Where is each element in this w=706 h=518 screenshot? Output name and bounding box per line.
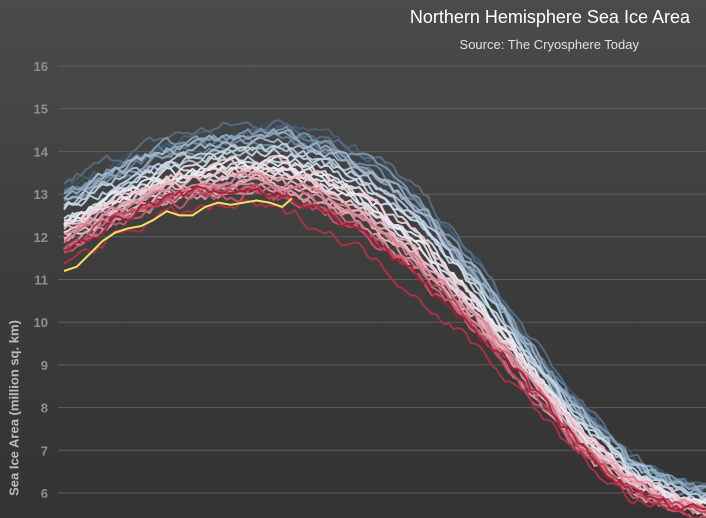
series-line-28 [63, 182, 706, 515]
y-tick-label-14: 14 [34, 144, 49, 159]
y-tick-label-9: 9 [41, 358, 48, 373]
y-tick-label-11: 11 [34, 273, 48, 288]
series-line-33 [63, 199, 700, 518]
series-line-24 [63, 168, 706, 516]
y-tick-label-15: 15 [34, 102, 48, 117]
current-year-line [63, 197, 293, 272]
y-tick-label-6: 6 [41, 486, 48, 501]
y-tick-label-12: 12 [34, 230, 48, 245]
series-line-18 [63, 154, 706, 505]
y-tick-label-8: 8 [41, 401, 48, 416]
series-line-25 [63, 170, 706, 513]
series-line-4 [63, 119, 706, 488]
y-tick-label-10: 10 [34, 315, 48, 330]
historical-series [63, 119, 706, 518]
series-line-22 [63, 154, 706, 512]
y-axis-label: Sea Ice Area (million sq. km) [6, 320, 22, 496]
chart-subtitle: Source: The Cryosphere Today [459, 37, 639, 52]
series-line-14 [63, 154, 706, 508]
series-line-3 [63, 122, 706, 486]
series-line-34 [63, 184, 706, 511]
y-tick-label-7: 7 [41, 443, 48, 458]
y-tick-labels: 6 7 8 9 10 11 12 13 14 15 16 [34, 59, 49, 501]
gridlines [58, 65, 706, 494]
y-tick-label-13: 13 [34, 187, 48, 202]
y-tick-label-16: 16 [34, 59, 48, 74]
series-line-32 [63, 183, 706, 514]
chart-title: Northern Hemisphere Sea Ice Area [409, 7, 690, 27]
series-line-7 [63, 125, 706, 490]
